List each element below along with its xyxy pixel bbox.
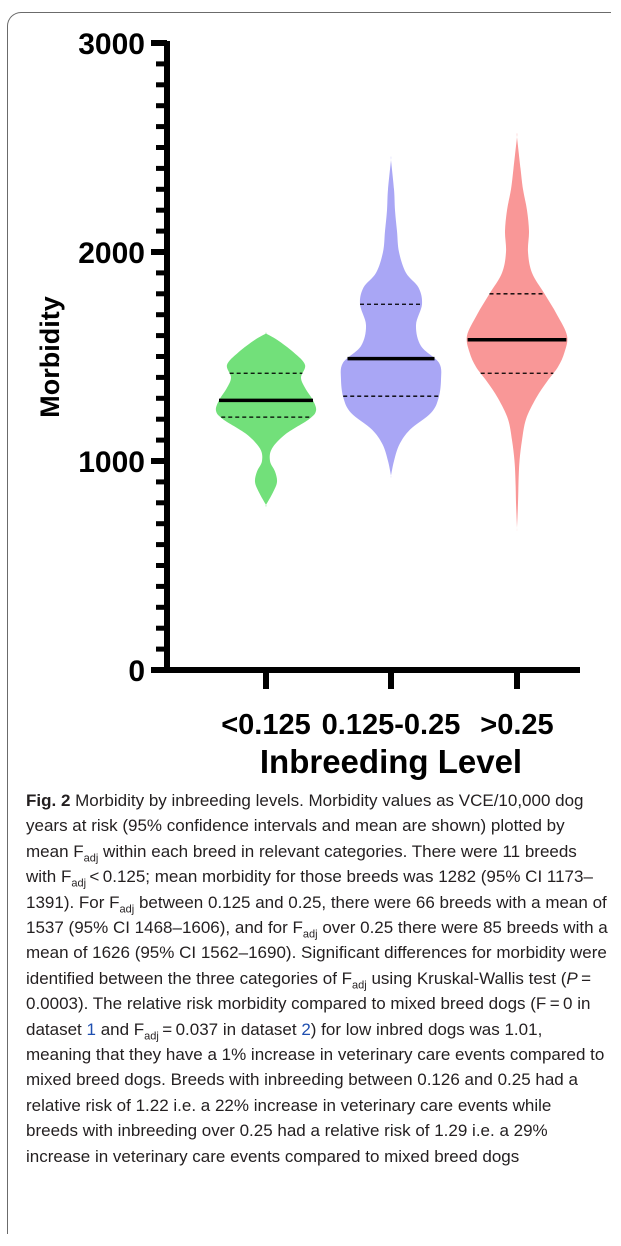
figure-frame [7,12,611,1234]
caption-fragment: between 0.125 and 0.25, there were 66 br… [26,892,607,938]
subscript-text: adj [302,928,318,941]
dataset-link[interactable]: 1 [86,1019,96,1039]
x-tick-label: <0.125 [221,709,311,741]
violin-1 [215,332,317,507]
subscript-text: adj [119,903,135,916]
caption-fragment: = 0.037 in dataset [158,1019,302,1039]
axes-group: 0 1000 2000 3000 <0.125 0.125-0.25 >0.25 [78,28,580,741]
caption-fragment: P [566,968,578,988]
caption-fragment: using Kruskal-Wallis test ( [366,968,567,988]
caption-fragment: = 0.0003). The relative risk morbidity c… [26,968,595,1039]
x-tick-label: >0.25 [480,709,553,741]
x-tick-label: 0.125-0.25 [322,709,461,741]
y-tick-label: 2000 [78,237,145,270]
caption-fragment: and F [95,1019,145,1039]
violins-group [215,133,568,532]
caption-fragment: < 0.125; mean morbidity for those breeds… [26,867,593,912]
dataset-link[interactable]: 2 [301,1019,311,1039]
y-tick-label: 1000 [78,446,145,479]
subscript-text: adj [71,877,87,890]
caption-fragment: over 0.25 there were 85 breeds with a me… [26,918,608,988]
y-tick-label: 0 [128,655,145,688]
figure-caption: Fig. 2 Morbidity by inbreeding levels. M… [26,788,608,1169]
caption-text: Morbidity by inbreeding levels. Morbidit… [26,791,608,1166]
subscript-text: adj [83,852,99,865]
violin-3 [466,133,568,532]
violin-chart: 0 1000 2000 3000 <0.125 0.125-0.25 >0.25 Morbi… [35,28,580,780]
violin-2 [340,156,442,478]
y-tick-label: 3000 [78,28,145,61]
caption-fragment: Morbidity by inbreeding levels. Morbidit… [26,791,584,861]
subscript-text: adj [352,979,367,992]
figure-label: Fig. 2 [26,791,71,810]
subscript-text: adj [144,1030,159,1043]
x-axis-label: Inbreeding Level [260,743,522,780]
caption-fragment: ) for low inbred dogs was 1.01, meaning … [26,1019,605,1166]
y-axis-label: Morbidity [35,296,65,418]
caption-fragment: within each breed in relevant categories… [26,841,577,887]
